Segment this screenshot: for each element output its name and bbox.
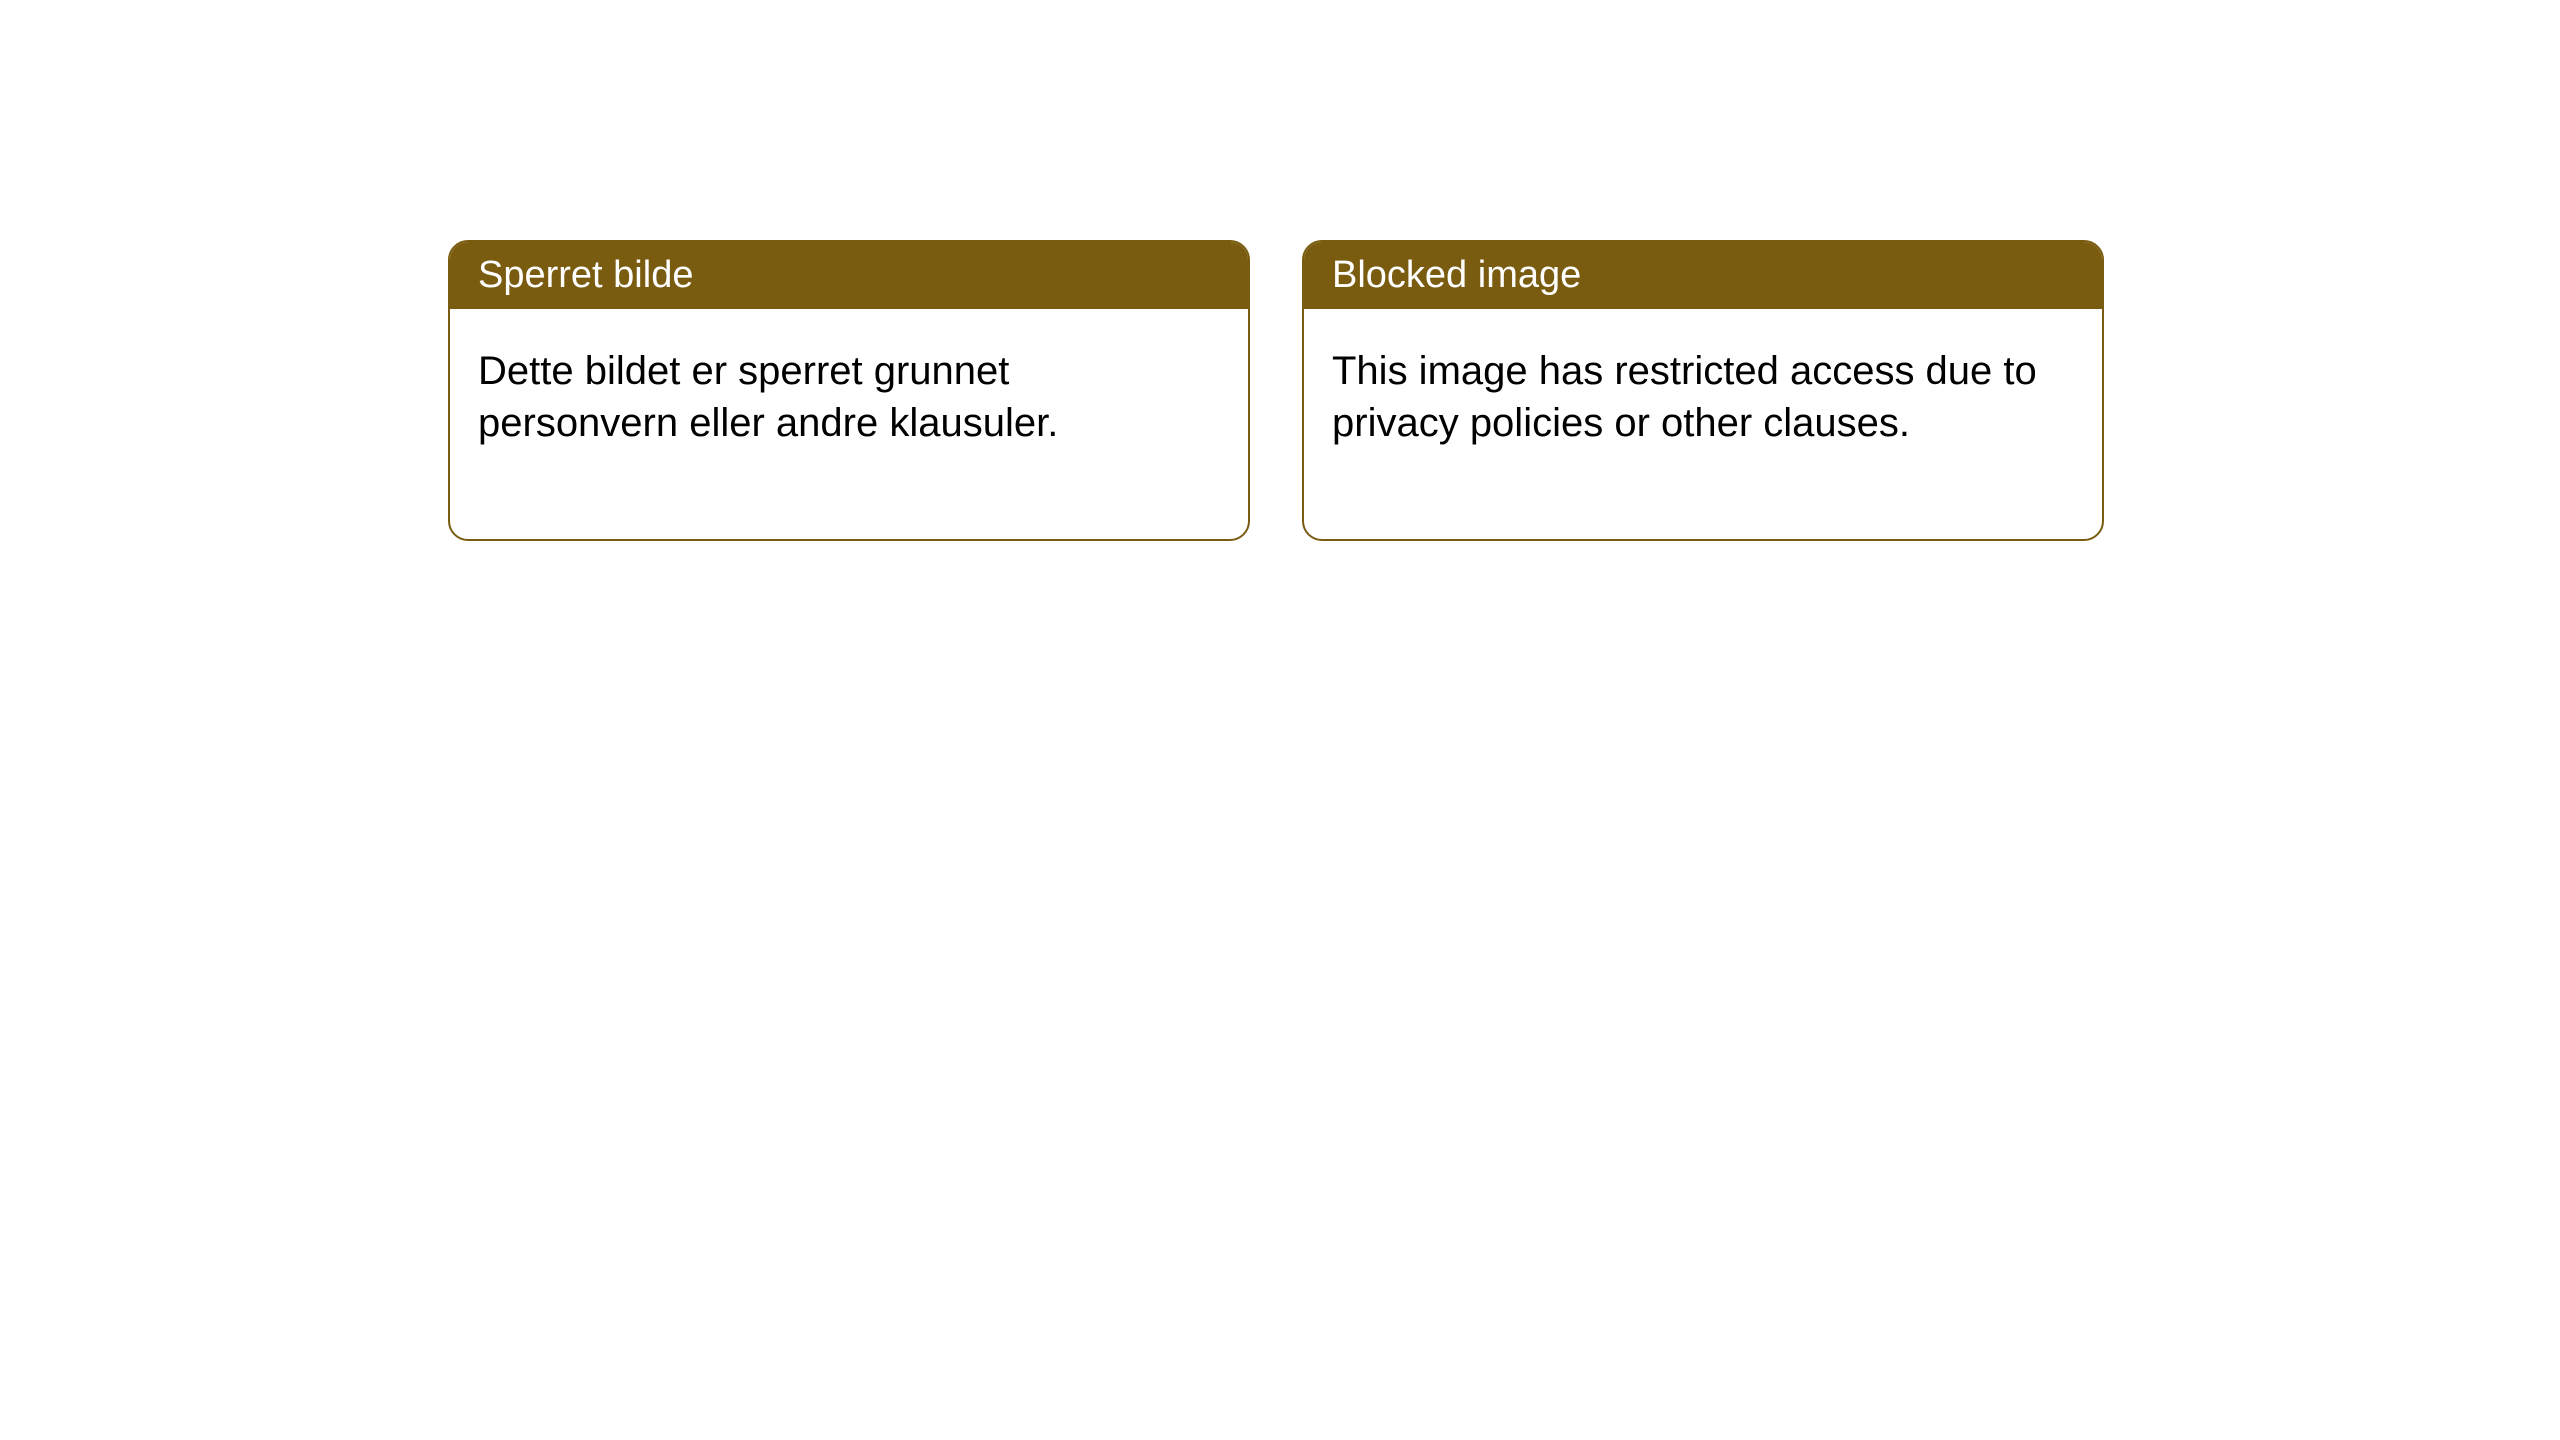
notice-card-norwegian: Sperret bilde Dette bildet er sperret gr… <box>448 240 1250 541</box>
notice-header: Sperret bilde <box>450 242 1248 309</box>
notice-body: This image has restricted access due to … <box>1304 309 2102 539</box>
notice-header: Blocked image <box>1304 242 2102 309</box>
notice-card-english: Blocked image This image has restricted … <box>1302 240 2104 541</box>
notice-body: Dette bildet er sperret grunnet personve… <box>450 309 1248 539</box>
notice-container: Sperret bilde Dette bildet er sperret gr… <box>0 0 2560 541</box>
